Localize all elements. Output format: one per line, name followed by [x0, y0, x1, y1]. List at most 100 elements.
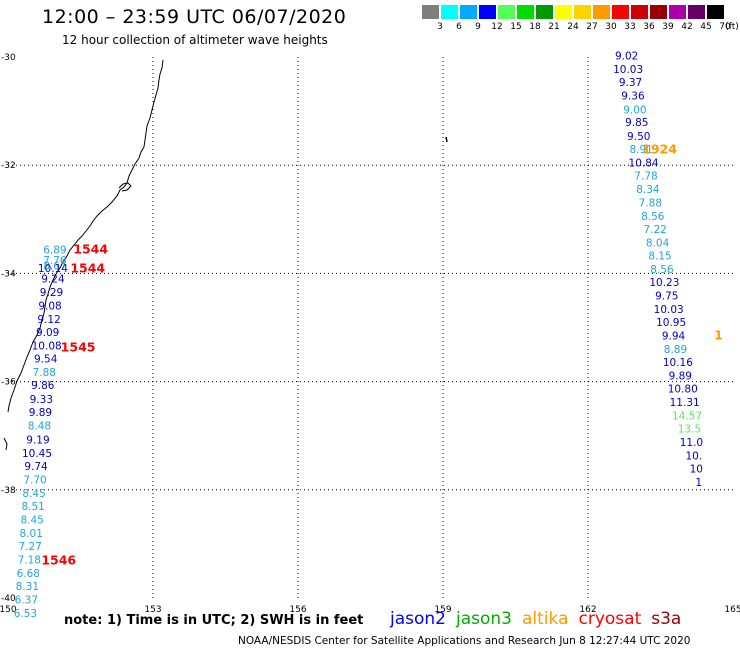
- lat-tick-label: -34: [1, 269, 16, 279]
- legend-cryosat: cryosat: [578, 609, 642, 629]
- swh-value: 13.5: [678, 423, 701, 435]
- lat-tick-label: -32: [1, 161, 16, 171]
- colorbar-swatch: [517, 5, 534, 19]
- swh-value: 9.00: [623, 104, 646, 116]
- swh-value: 9.12: [37, 314, 60, 326]
- coastline: [7, 59, 164, 413]
- colorbar-swatch: [555, 5, 572, 19]
- swh-value: 7.76: [43, 255, 67, 267]
- colorbar-label: 39: [662, 22, 674, 32]
- satellite-legend: jason2 jason3 altika cryosat s3a: [390, 609, 691, 629]
- colorbar-label: 27: [586, 22, 598, 32]
- swh-value: 7.78: [634, 170, 657, 182]
- swh-value: 14.57: [672, 410, 702, 422]
- colorbar-unit: (ft): [725, 22, 739, 32]
- colorbar-label: 15: [510, 22, 522, 32]
- swh-value: 7.22: [643, 224, 666, 236]
- swh-value: 8.15: [648, 250, 671, 262]
- swh-value: 9.50: [627, 131, 650, 143]
- swh-value: 8.91: [629, 144, 652, 156]
- swh-value: 1: [695, 477, 702, 489]
- swh-value: 10.45: [22, 448, 52, 460]
- pass-time-label: 1: [714, 327, 723, 342]
- swh-value: 9.89: [669, 370, 692, 382]
- estuary-inlet: [118, 182, 132, 192]
- swh-value: 10.23: [649, 277, 679, 289]
- colorbar-label: 33: [624, 22, 636, 32]
- swh-value: 8.31: [16, 581, 39, 593]
- legend-altika: altika: [522, 609, 569, 629]
- legend-jason2: jason2: [390, 609, 446, 629]
- colorbar-swatch: [422, 5, 439, 19]
- lord-howe-island: [445, 136, 448, 143]
- swh-value: 9.94: [662, 330, 686, 342]
- colorbar-label: 12: [491, 22, 503, 32]
- colorbar-swatch: [593, 5, 610, 19]
- swh-value: 6.37: [15, 594, 38, 606]
- swh-value: 6.89: [43, 244, 66, 256]
- colorbar-swatch: [498, 5, 515, 19]
- swh-value: 9.89: [29, 407, 52, 419]
- swh-value: 7.18: [18, 554, 41, 566]
- colorbar-label: 45: [700, 22, 712, 32]
- colorbar-label: 3: [437, 22, 443, 32]
- colorbar-swatch: [631, 5, 648, 19]
- swh-value: 9.75: [655, 290, 678, 302]
- swh-value: 8.56: [650, 264, 674, 276]
- colorbar-swatch: [441, 5, 458, 19]
- swh-value: 8.34: [636, 184, 660, 196]
- swh-value: 9.37: [619, 77, 642, 89]
- swh-value: 9.02: [615, 51, 638, 63]
- colorbar-label: 6: [456, 22, 462, 32]
- lat-tick-label: -38: [1, 486, 16, 496]
- colorbar-label: 9: [475, 22, 481, 32]
- swh-value: 7.88: [639, 197, 662, 209]
- colorbar-label: 70: [719, 22, 731, 32]
- lat-tick-label: -40: [1, 594, 16, 604]
- pass-time-label: 1544: [70, 260, 105, 275]
- lon-tick-label: 159: [434, 605, 451, 615]
- swh-value: 8.48: [28, 421, 51, 433]
- swh-value: 7.88: [33, 367, 56, 379]
- colorbar-swatch: [479, 5, 496, 19]
- colorbar-swatch: [707, 5, 724, 19]
- colorbar-label: 21: [548, 22, 560, 32]
- colorbar-label: 42: [681, 22, 693, 32]
- legend-s3a: s3a: [651, 609, 682, 629]
- swh-value: 9.24: [41, 274, 65, 286]
- swh-value: 8.04: [646, 237, 670, 249]
- swh-value: 8.56: [641, 211, 665, 223]
- lat-tick-label: -30: [1, 53, 16, 63]
- swh-value: 9.19: [26, 434, 49, 446]
- colorbar-swatch: [574, 5, 591, 19]
- swh-value: 10.03: [654, 304, 684, 316]
- colorbar-label: 36: [643, 22, 655, 32]
- swh-value: 6.68: [17, 568, 40, 580]
- swh-value: 10.08: [32, 341, 62, 353]
- lon-tick-label: 156: [289, 605, 306, 615]
- axis-tick-labels: 150 153 156 159 162 165 -30 -32 -34 -36 -38 -40: [0, 53, 740, 615]
- map-title: 12:00 – 23:59 UTC 06/07/2020: [42, 6, 347, 28]
- lon-tick-label: 162: [579, 605, 596, 615]
- swh-value: 10.80: [668, 383, 698, 395]
- swh-value: 10.84: [629, 157, 659, 169]
- colorbar-label: 30: [605, 22, 617, 32]
- swh-value: 8.45: [22, 488, 45, 500]
- swh-value: 9.29: [40, 287, 63, 299]
- colorbar-label: 18: [529, 22, 541, 32]
- swh-value: 10.03: [613, 64, 643, 76]
- pass-time-label: 1545: [61, 339, 96, 354]
- colorbar-swatch: [460, 5, 477, 19]
- swh-value: 8.01: [20, 528, 43, 540]
- colorbar-swatch: [612, 5, 629, 19]
- colorbar-swatch: [669, 5, 686, 19]
- swh-value: 10.16: [663, 357, 693, 369]
- swh-value: 9.85: [625, 117, 648, 129]
- graticule: [8, 57, 733, 598]
- swh-value: 9.36: [621, 91, 645, 103]
- lon-tick-label: 150: [0, 605, 17, 615]
- tasmania-tip: [3, 437, 8, 451]
- swh-value: 9.74: [24, 461, 48, 473]
- swh-value: 10: [690, 463, 703, 475]
